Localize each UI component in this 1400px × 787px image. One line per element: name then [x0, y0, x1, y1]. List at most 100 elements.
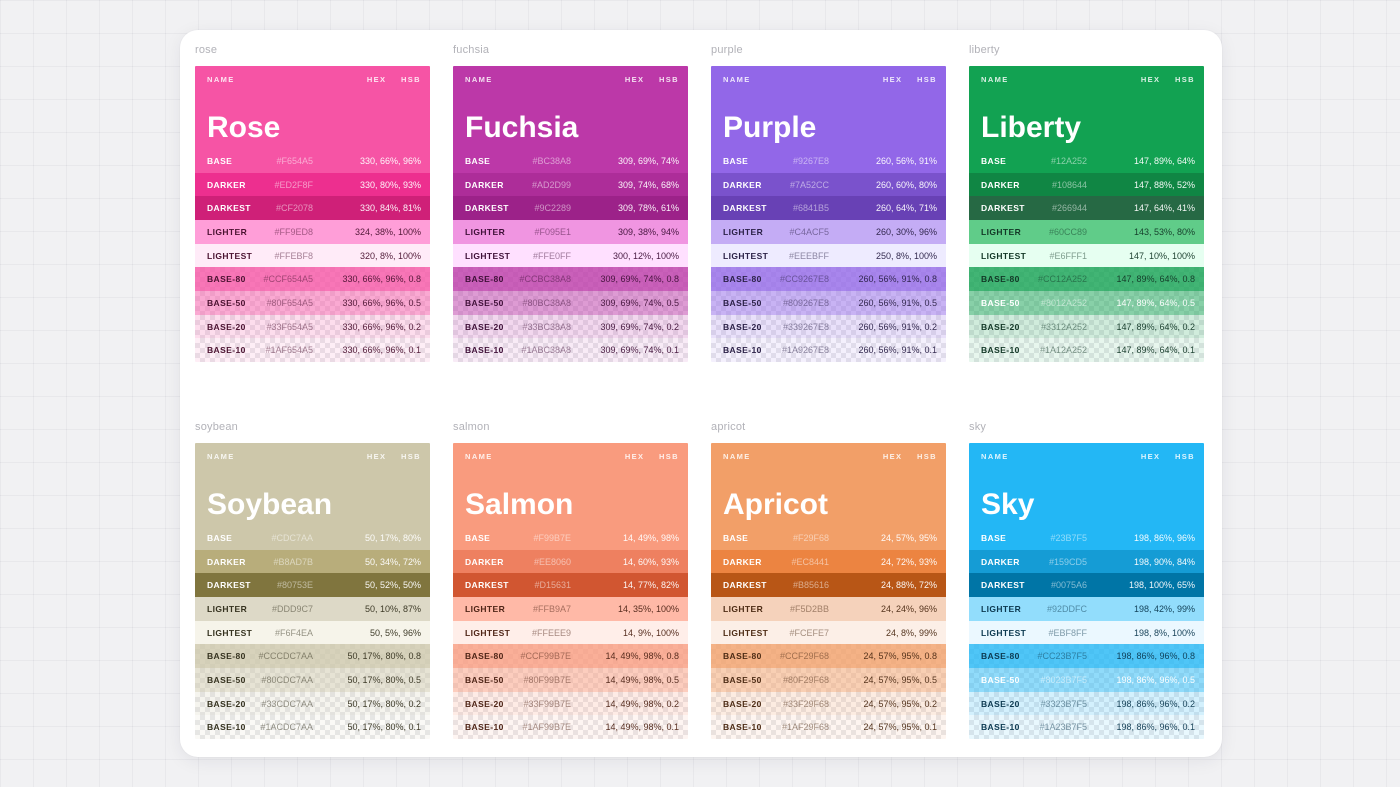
swatch-row-base[interactable]: BASE #F654A5 330, 66%, 96% [195, 149, 430, 173]
swatch-row-darker[interactable]: DARKER #AD2D99 309, 74%, 68% [453, 172, 688, 197]
swatch-row-base-20[interactable]: BASE-20 #3312A252 147, 89%, 64%, 0.2 [969, 314, 1204, 339]
swatch-row-base-20[interactable]: BASE-20 #33CDC7AA 50, 17%, 80%, 0.2 [195, 691, 430, 716]
frame-label-apricot[interactable]: apricot [711, 421, 746, 433]
swatch-row-base-10[interactable]: BASE-10 #1ACDC7AA 50, 17%, 80%, 0.1 [195, 715, 430, 739]
frame-label-fuchsia[interactable]: fuchsia [453, 44, 490, 56]
swatch-row-lightest[interactable]: LIGHTEST #FFEEE9 14, 9%, 100% [453, 620, 688, 645]
swatch-row-lighter[interactable]: LIGHTER #92DDFC 198, 42%, 99% [969, 597, 1204, 621]
swatch-row-darkest[interactable]: DARKEST #B85616 24, 88%, 72% [711, 573, 946, 598]
swatch-row-base[interactable]: BASE #BC38A8 309, 69%, 74% [453, 149, 688, 173]
swatch-label: BASE-20 [465, 321, 504, 332]
color-card-salmon[interactable]: NAME HEX HSB Salmon BASE #F99B7E 14, 49%… [453, 443, 688, 739]
color-card-liberty[interactable]: NAME HEX HSB Liberty BASE #12A252 147, 8… [969, 66, 1204, 362]
swatch-row-darkest[interactable]: DARKEST #6841B5 260, 64%, 71% [711, 196, 946, 221]
frame-label-purple[interactable]: purple [711, 44, 743, 56]
swatch-label: BASE-20 [723, 321, 762, 332]
swatch-row-base-10[interactable]: BASE-10 #1A12A252 147, 89%, 64%, 0.1 [969, 338, 1204, 362]
swatch-row-base-20[interactable]: BASE-20 #339267E8 260, 56%, 91%, 0.2 [711, 314, 946, 339]
swatch-row-base-50[interactable]: BASE-50 #80F654A5 330, 66%, 96%, 0.5 [195, 291, 430, 315]
swatch-row-base-50[interactable]: BASE-50 #8023B7F5 198, 86%, 96%, 0.5 [969, 668, 1204, 692]
swatch-row-base-80[interactable]: BASE-80 #CC12A252 147, 89%, 64%, 0.8 [969, 267, 1204, 292]
color-card-soybean[interactable]: NAME HEX HSB Soybean BASE #CDC7AA 50, 17… [195, 443, 430, 739]
swatch-row-base-50[interactable]: BASE-50 #80CDC7AA 50, 17%, 80%, 0.5 [195, 668, 430, 692]
swatch-label: BASE-10 [723, 722, 762, 733]
swatch-row-base-10[interactable]: BASE-10 #1AF29F68 24, 57%, 95%, 0.1 [711, 715, 946, 739]
swatch-row-base-10[interactable]: BASE-10 #1A9267E8 260, 56%, 91%, 0.1 [711, 338, 946, 362]
swatch-row-darkest[interactable]: DARKEST #CF2078 330, 84%, 81% [195, 196, 430, 221]
swatch-row-darker[interactable]: DARKER #B8AD7B 50, 34%, 72% [195, 549, 430, 574]
swatch-row-darker[interactable]: DARKER #EC8441 24, 72%, 93% [711, 549, 946, 574]
swatch-row-darker[interactable]: DARKER #159CD5 198, 90%, 84% [969, 549, 1204, 574]
swatch-row-darker[interactable]: DARKER #7A52CC 260, 60%, 80% [711, 172, 946, 197]
swatch-row-lightest[interactable]: LIGHTEST #FFEBF8 320, 8%, 100% [195, 243, 430, 268]
swatch-row-base-80[interactable]: BASE-80 #CCF29F68 24, 57%, 95%, 0.8 [711, 644, 946, 669]
swatch-row-base-50[interactable]: BASE-50 #80F99B7E 14, 49%, 98%, 0.5 [453, 668, 688, 692]
swatch-row-lightest[interactable]: LIGHTEST #FCEFE7 24, 8%, 99% [711, 620, 946, 645]
color-card-apricot[interactable]: NAME HEX HSB Apricot BASE #F29F68 24, 57… [711, 443, 946, 739]
color-card-rose[interactable]: NAME HEX HSB Rose BASE #F654A5 330, 66%,… [195, 66, 430, 362]
swatch-row-base-50[interactable]: BASE-50 #80F29F68 24, 57%, 95%, 0.5 [711, 668, 946, 692]
swatch-row-lightest[interactable]: LIGHTEST #F6F4EA 50, 5%, 96% [195, 620, 430, 645]
swatch-row-darkest[interactable]: DARKEST #9C2289 309, 78%, 61% [453, 196, 688, 221]
swatch-row-lighter[interactable]: LIGHTER #60CC89 143, 53%, 80% [969, 220, 1204, 244]
frame-label-liberty[interactable]: liberty [969, 44, 1000, 56]
hex-column-label: HEX [366, 75, 387, 84]
swatch-hsb-value: 198, 86%, 96%, 0.2 [1116, 698, 1195, 709]
swatch-row-lighter[interactable]: LIGHTER #FF9ED8 324, 38%, 100% [195, 220, 430, 244]
swatch-row-base[interactable]: BASE #23B7F5 198, 86%, 96% [969, 526, 1204, 550]
swatch-row-lighter[interactable]: LIGHTER #C4ACF5 260, 30%, 96% [711, 220, 946, 244]
frame-label-salmon[interactable]: salmon [453, 421, 490, 433]
swatch-row-darkest[interactable]: DARKEST #266944 147, 64%, 41% [969, 196, 1204, 221]
swatch-row-lightest[interactable]: LIGHTEST #FFE0FF 300, 12%, 100% [453, 243, 688, 268]
palette-slot: liberty NAME HEX HSB Liberty BASE #12A25… [969, 44, 1204, 362]
swatch-row-base[interactable]: BASE #CDC7AA 50, 17%, 80% [195, 526, 430, 550]
frame-label-sky[interactable]: sky [969, 421, 987, 433]
card-title: Liberty [981, 111, 1082, 144]
swatch-row-base[interactable]: BASE #12A252 147, 89%, 64% [969, 149, 1204, 173]
frame-label-soybean[interactable]: soybean [195, 421, 238, 433]
swatch-row-darkest[interactable]: DARKEST #80753E 50, 52%, 50% [195, 573, 430, 598]
swatch-row-darkest[interactable]: DARKEST #0075A6 198, 100%, 65% [969, 573, 1204, 598]
color-card-fuchsia[interactable]: NAME HEX HSB Fuchsia BASE #BC38A8 309, 6… [453, 66, 688, 362]
swatch-row-base-50[interactable]: BASE-50 #8012A252 147, 89%, 64%, 0.5 [969, 291, 1204, 315]
swatch-row-base-20[interactable]: BASE-20 #33F654A5 330, 66%, 96%, 0.2 [195, 314, 430, 339]
color-card-sky[interactable]: NAME HEX HSB Sky BASE #23B7F5 198, 86%, … [969, 443, 1204, 739]
swatch-hsb-value: 320, 8%, 100% [359, 250, 421, 261]
swatch-row-base-20[interactable]: BASE-20 #33F99B7E 14, 49%, 98%, 0.2 [453, 691, 688, 716]
swatch-row-lightest[interactable]: LIGHTEST #E6FFF1 147, 10%, 100% [969, 243, 1204, 268]
swatch-hex-value: #1A23B7F5 [1039, 722, 1087, 733]
swatch-row-base-10[interactable]: BASE-10 #1AF654A5 330, 66%, 96%, 0.1 [195, 338, 430, 362]
swatch-row-base-80[interactable]: BASE-80 #CCCDC7AA 50, 17%, 80%, 0.8 [195, 644, 430, 669]
swatch-row-base-20[interactable]: BASE-20 #33BC38A8 309, 69%, 74%, 0.2 [453, 314, 688, 339]
swatch-row-base-20[interactable]: BASE-20 #3323B7F5 198, 86%, 96%, 0.2 [969, 691, 1204, 716]
swatch-row-darker[interactable]: DARKER #EE8060 14, 60%, 93% [453, 549, 688, 574]
swatch-row-base-80[interactable]: BASE-80 #CCBC38A8 309, 69%, 74%, 0.8 [453, 267, 688, 292]
swatch-row-base-20[interactable]: BASE-20 #33F29F68 24, 57%, 95%, 0.2 [711, 691, 946, 716]
swatch-row-base[interactable]: BASE #F29F68 24, 57%, 95% [711, 526, 946, 550]
color-card-purple[interactable]: NAME HEX HSB Purple BASE #9267E8 260, 56… [711, 66, 946, 362]
swatch-row-base-80[interactable]: BASE-80 #CC9267E8 260, 56%, 91%, 0.8 [711, 267, 946, 292]
swatch-row-lightest[interactable]: LIGHTEST #EBF8FF 198, 8%, 100% [969, 620, 1204, 645]
swatch-hex-value: #EBF8FF [1048, 627, 1087, 638]
swatch-row-base-80[interactable]: BASE-80 #CCF99B7E 14, 49%, 98%, 0.8 [453, 644, 688, 669]
swatch-row-lighter[interactable]: LIGHTER #F5D2BB 24, 24%, 96% [711, 597, 946, 621]
swatch-row-darkest[interactable]: DARKEST #D15631 14, 77%, 82% [453, 573, 688, 598]
swatch-row-base-10[interactable]: BASE-10 #1ABC38A8 309, 69%, 74%, 0.1 [453, 338, 688, 362]
swatch-row-base-80[interactable]: BASE-80 #CCF654A5 330, 66%, 96%, 0.8 [195, 267, 430, 292]
swatch-row-base-50[interactable]: BASE-50 #80BC38A8 309, 69%, 74%, 0.5 [453, 291, 688, 315]
swatch-row-lighter[interactable]: LIGHTER #FFB9A7 14, 35%, 100% [453, 597, 688, 621]
swatch-row-base[interactable]: BASE #9267E8 260, 56%, 91% [711, 149, 946, 173]
swatch-row-darker[interactable]: DARKER #108644 147, 88%, 52% [969, 172, 1204, 197]
swatch-row-base[interactable]: BASE #F99B7E 14, 49%, 98% [453, 526, 688, 550]
swatch-row-darker[interactable]: DARKER #ED2F8F 330, 80%, 93% [195, 172, 430, 197]
swatch-row-base-10[interactable]: BASE-10 #1AF99B7E 14, 49%, 98%, 0.1 [453, 715, 688, 739]
swatch-row-base-10[interactable]: BASE-10 #1A23B7F5 198, 86%, 96%, 0.1 [969, 715, 1204, 739]
swatch-row-lightest[interactable]: LIGHTEST #EEEBFF 250, 8%, 100% [711, 243, 946, 268]
swatch-hex-value: #FCEFE7 [789, 627, 829, 638]
swatch-hex-value: #DDD9C7 [271, 603, 313, 614]
frame-label-rose[interactable]: rose [195, 44, 218, 56]
swatch-row-base-80[interactable]: BASE-80 #CC23B7F5 198, 86%, 96%, 0.8 [969, 644, 1204, 669]
swatch-row-lighter[interactable]: LIGHTER #F095E1 309, 38%, 94% [453, 220, 688, 244]
swatch-row-lighter[interactable]: LIGHTER #DDD9C7 50, 10%, 87% [195, 597, 430, 621]
swatch-row-base-50[interactable]: BASE-50 #809267E8 260, 56%, 91%, 0.5 [711, 291, 946, 315]
